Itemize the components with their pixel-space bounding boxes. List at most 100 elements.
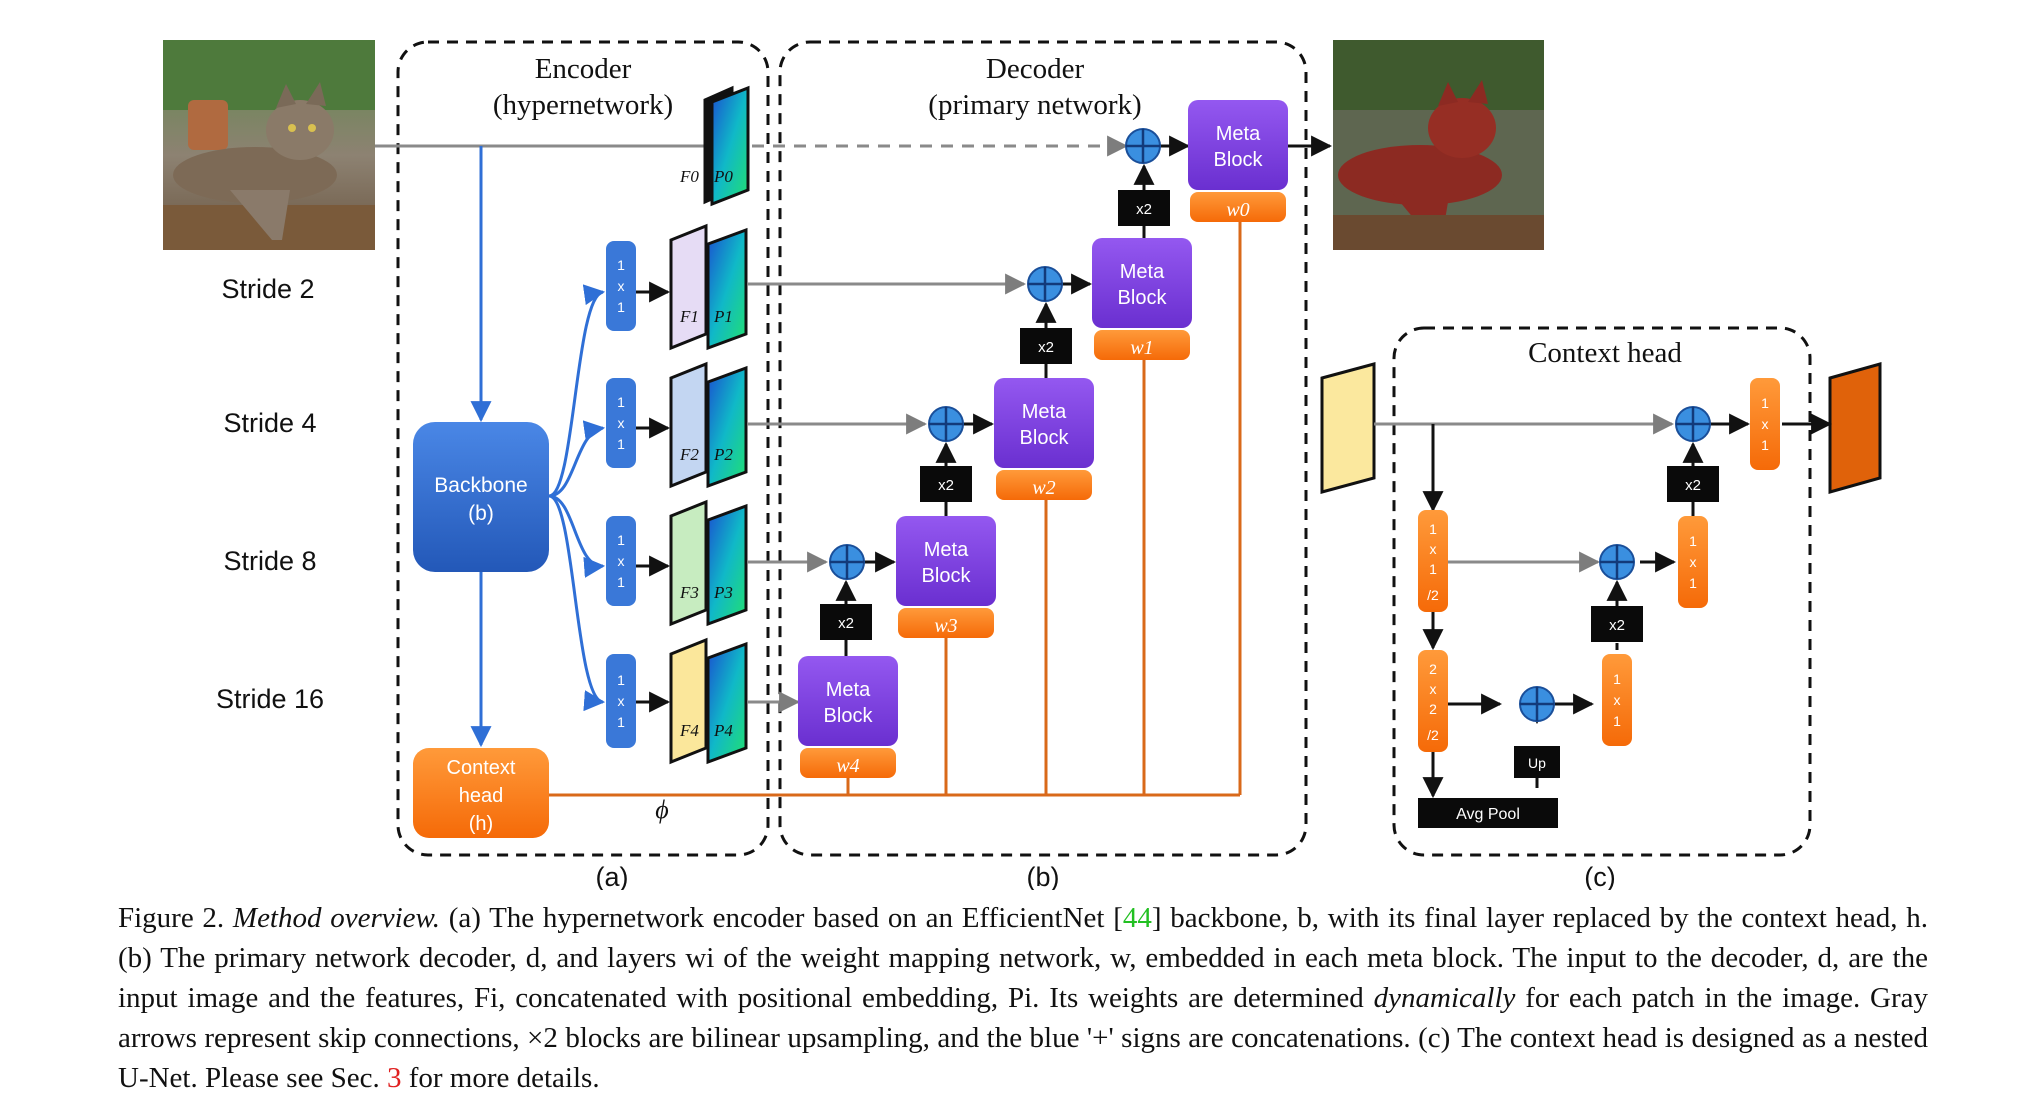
caption-text-3: for each patch in the image. Gray arrows… <box>118 982 1929 1094</box>
method-overview-diagram: Encoder (hypernetwork) Decoder (primary … <box>163 40 1882 890</box>
caption-ref-sec-3[interactable]: 3 <box>386 1062 402 1094</box>
ctx-x2-mid <box>1591 606 1643 642</box>
svg-text:x2: x2 <box>1609 617 1625 634</box>
svg-text:Meta: Meta <box>1216 123 1261 145</box>
svg-text:1: 1 <box>617 394 625 410</box>
context-skip-lines <box>1374 413 1675 573</box>
stride-4-label: Stride 4 <box>223 408 316 438</box>
svg-text:1: 1 <box>617 436 625 452</box>
concat-plus-0 <box>1125 128 1161 164</box>
svg-text:F4: F4 <box>679 721 699 740</box>
meta-block-2: Meta Block w2 <box>994 378 1094 500</box>
concat-plus-3 <box>829 544 865 580</box>
svg-text:w3: w3 <box>934 615 957 637</box>
f1-tile <box>669 223 708 351</box>
ctx-plus-mid <box>1599 544 1635 580</box>
f3-tile <box>669 499 708 627</box>
f4-tile <box>669 637 708 765</box>
svg-text:P4: P4 <box>713 721 733 740</box>
svg-text:P3: P3 <box>713 583 733 602</box>
svg-text:1: 1 <box>617 299 625 315</box>
svg-text:2: 2 <box>1429 661 1437 677</box>
context-concat-nodes <box>1519 406 1711 722</box>
caption-dynamically: dynamically <box>1373 982 1516 1014</box>
skip-connections <box>748 273 1027 713</box>
backbone-block: Backbone (b) <box>413 422 549 572</box>
svg-text:1: 1 <box>1613 713 1621 729</box>
svg-text:Backbone: Backbone <box>434 474 527 497</box>
svg-text:x2: x2 <box>938 477 954 494</box>
phi-weight-bus <box>548 216 1242 797</box>
decoder-flow-arrows <box>835 135 1333 660</box>
svg-text:1: 1 <box>1761 437 1769 453</box>
subfigure-label-b: (b) <box>1027 862 1060 890</box>
p2-tile <box>706 365 748 489</box>
svg-text:P0: P0 <box>713 167 733 186</box>
svg-text:Avg Pool: Avg Pool <box>1456 806 1520 823</box>
svg-text:F1: F1 <box>679 307 699 326</box>
svg-text:Context: Context <box>447 757 516 779</box>
subfigure-label-a: (a) <box>596 862 629 890</box>
concat-plus-2 <box>928 406 964 442</box>
svg-text:w0: w0 <box>1226 199 1249 221</box>
svg-text:Block: Block <box>1118 287 1168 309</box>
svg-text:Meta: Meta <box>826 679 871 701</box>
backbone-fanout <box>548 284 606 711</box>
svg-text:x: x <box>1690 554 1697 570</box>
caption-title: Method overview. <box>232 902 440 934</box>
ctx-x2-top <box>1667 466 1719 502</box>
concat-nodes <box>829 128 1161 580</box>
decoder-group-box <box>778 40 1308 857</box>
p3-tile <box>706 503 748 627</box>
svg-text:1: 1 <box>617 532 625 548</box>
svg-text:/2: /2 <box>1427 587 1439 603</box>
svg-text:x: x <box>618 553 625 569</box>
svg-text:x: x <box>1762 416 1769 432</box>
svg-text:P1: P1 <box>713 307 733 326</box>
conv-1x1-stride16: 1 x 1 <box>606 654 636 748</box>
svg-text:(b): (b) <box>468 502 494 525</box>
svg-text:1: 1 <box>1689 575 1697 591</box>
svg-text:x: x <box>618 278 625 294</box>
stride-8-label: Stride 8 <box>223 546 316 576</box>
svg-text:x: x <box>618 415 625 431</box>
figure-caption: Figure 2. Method overview. (a) The hyper… <box>118 898 1928 1098</box>
svg-text:Block: Block <box>1214 149 1264 171</box>
meta-block-1: Meta Block w1 <box>1092 238 1192 360</box>
p0-tile <box>710 85 750 207</box>
caption-text-4: for more details. <box>408 1062 600 1094</box>
meta-blocks: Meta Block w0 Meta Block w1 Meta Block w2 M… <box>798 100 1288 778</box>
svg-text:head: head <box>459 785 504 807</box>
svg-text:1: 1 <box>617 714 625 730</box>
input-cat-image <box>163 40 375 250</box>
svg-text:Up: Up <box>1528 755 1546 771</box>
svg-text:Block: Block <box>922 565 972 587</box>
ctx-avg-pool <box>1418 798 1558 828</box>
meta-block-4: Meta Block w4 <box>798 656 898 778</box>
caption-figure-number: Figure 2. <box>118 902 225 934</box>
svg-text:1: 1 <box>1429 561 1437 577</box>
svg-text:Meta: Meta <box>1120 261 1165 283</box>
svg-text:x2: x2 <box>1136 201 1152 218</box>
svg-text:1: 1 <box>617 672 625 688</box>
svg-text:Meta: Meta <box>924 539 969 561</box>
svg-text:x2: x2 <box>1038 339 1054 356</box>
meta-block-0: Meta Block w0 <box>1188 100 1288 222</box>
svg-text:Meta: Meta <box>1022 401 1067 423</box>
caption-ref-44[interactable]: 44 <box>1122 902 1152 934</box>
upsample-blocks: x2 x2 x2 x2 <box>820 190 1170 640</box>
encoder-group-box <box>396 40 770 857</box>
svg-text:1: 1 <box>1429 521 1437 537</box>
svg-text:Block: Block <box>1020 427 1070 449</box>
f2-tile <box>669 361 708 489</box>
ctx-conv-up-2: 1 x 1 <box>1678 516 1708 608</box>
feature-tiles <box>669 85 750 765</box>
svg-text:x2: x2 <box>1685 477 1701 494</box>
ctx-conv-down-2: 2 x 2/2 <box>1418 650 1448 752</box>
context-black-blocks: x2 x2 Up Avg Pool <box>1418 466 1719 828</box>
context-head-group-box <box>1392 326 1812 857</box>
conv-1x1-stride2: 1 x 1 <box>606 241 636 331</box>
phi-symbol: ϕ <box>655 795 668 824</box>
context-input-tile <box>1320 362 1376 494</box>
conv-to-feature-arrows <box>636 281 671 713</box>
